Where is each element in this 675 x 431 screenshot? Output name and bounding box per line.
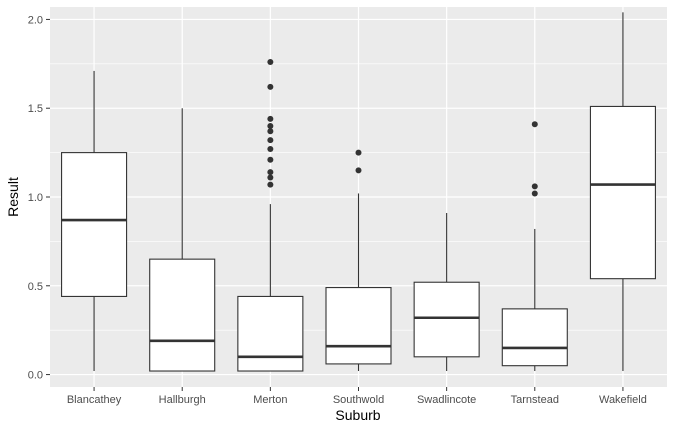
x-tick-label: Wakefield <box>599 394 647 406</box>
box-hallburgh <box>149 108 216 372</box>
outlier-point <box>267 169 274 176</box>
y-axis: 0.0 0.5 1.0 1.5 2.0 <box>28 14 50 382</box>
iqr-box <box>149 258 216 372</box>
y-tick-label: 0.5 <box>28 281 43 293</box>
box-blancathey <box>61 70 128 372</box>
box-merton <box>237 59 304 372</box>
y-axis-title: Result <box>5 177 21 217</box>
outlier-point <box>531 190 538 197</box>
x-tick-label: Swadlincote <box>417 394 476 406</box>
outlier-point <box>267 59 274 66</box>
x-tick-label: Hallburgh <box>159 394 206 406</box>
outlier-point <box>531 183 538 190</box>
iqr-box <box>501 308 568 367</box>
x-axis-title: Suburb <box>335 407 380 423</box>
y-tick-label: 1.0 <box>28 192 43 204</box>
x-tick-label: Blancathey <box>67 394 122 406</box>
box-southwold <box>325 149 392 372</box>
x-tick-label: Southwold <box>333 394 384 406</box>
outlier-point <box>531 121 538 128</box>
iqr-box <box>237 295 304 372</box>
x-axis: Blancathey Hallburgh Merton Southwold Swadli… <box>67 387 647 406</box>
outlier-point <box>267 146 274 153</box>
outlier-point <box>355 167 362 174</box>
outlier-point <box>267 122 274 129</box>
iqr-box <box>413 281 480 358</box>
iqr-box <box>589 105 656 280</box>
box-tarnstead <box>501 121 568 372</box>
y-tick-label: 2.0 <box>28 14 43 26</box>
outlier-point <box>267 156 274 163</box>
x-tick-label: Tarnstead <box>511 394 559 406</box>
boxes-layer <box>61 12 656 372</box>
x-tick-label: Merton <box>253 394 287 406</box>
iqr-box <box>61 152 128 297</box>
y-tick-label: 0.0 <box>28 370 43 382</box>
outlier-point <box>267 137 274 144</box>
box-wakefield <box>589 12 656 372</box>
y-tick-label: 1.5 <box>28 103 43 115</box>
outlier-point <box>267 128 274 135</box>
outlier-point <box>267 181 274 188</box>
outlier-point <box>267 174 274 181</box>
outlier-point <box>267 115 274 122</box>
outlier-point <box>267 83 274 90</box>
box-swadlincote <box>413 212 480 372</box>
outlier-point <box>355 149 362 156</box>
iqr-box <box>325 287 392 365</box>
